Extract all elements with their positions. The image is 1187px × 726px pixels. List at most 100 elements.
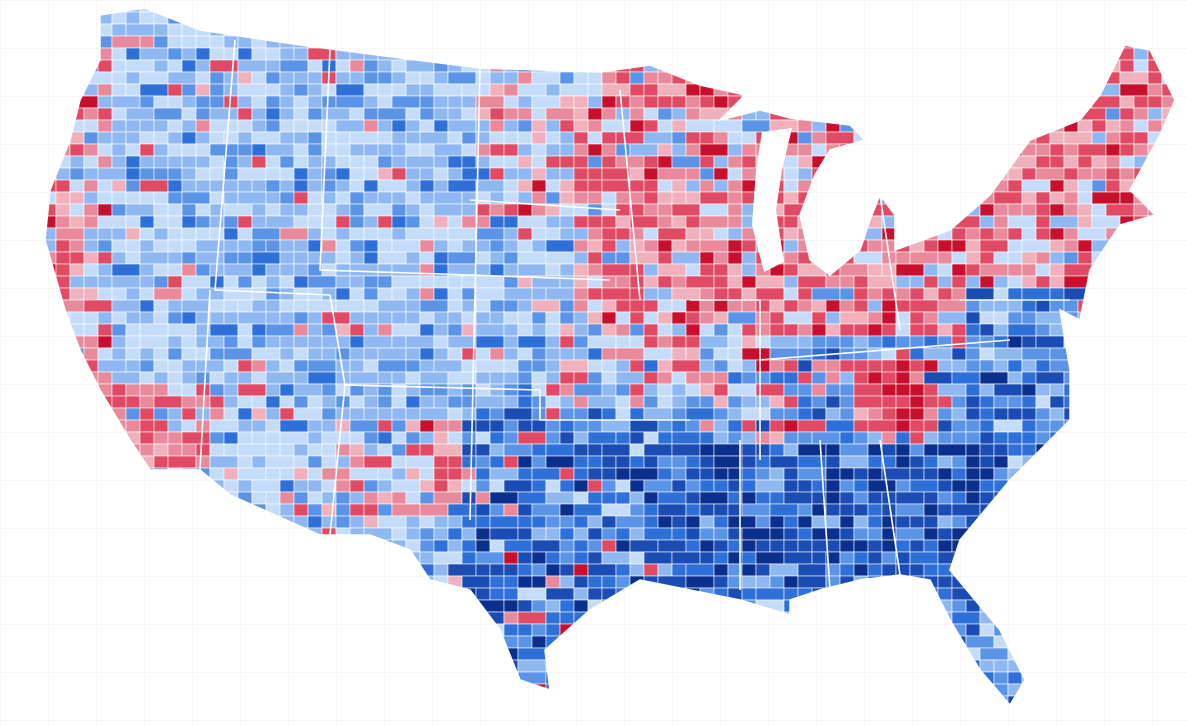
county xyxy=(1021,275,1037,289)
county xyxy=(1049,215,1079,229)
county xyxy=(1133,143,1149,157)
county xyxy=(405,299,421,313)
county xyxy=(237,119,253,133)
county xyxy=(699,299,715,313)
county xyxy=(923,467,939,481)
county xyxy=(811,311,827,325)
county xyxy=(503,215,519,229)
county xyxy=(223,35,239,49)
county xyxy=(699,239,729,253)
county xyxy=(923,539,939,553)
county xyxy=(419,539,435,553)
county xyxy=(811,335,827,349)
county xyxy=(461,275,477,289)
county xyxy=(601,371,617,385)
county xyxy=(55,263,71,277)
county xyxy=(209,431,225,445)
county xyxy=(699,359,715,373)
county xyxy=(965,455,981,469)
county xyxy=(139,83,169,97)
county xyxy=(769,323,785,337)
county xyxy=(489,311,505,325)
county xyxy=(587,131,603,145)
county xyxy=(615,227,631,241)
county xyxy=(195,83,211,97)
county xyxy=(461,107,477,121)
county xyxy=(1007,431,1023,445)
county xyxy=(979,467,995,481)
county xyxy=(167,23,183,37)
county xyxy=(1035,251,1051,265)
county xyxy=(713,251,729,265)
county xyxy=(433,479,449,493)
county xyxy=(629,539,659,553)
county xyxy=(181,95,197,109)
county xyxy=(321,431,351,445)
county xyxy=(223,443,239,457)
county xyxy=(447,155,463,169)
county xyxy=(657,491,687,505)
county xyxy=(419,311,435,325)
county xyxy=(503,311,519,325)
county xyxy=(797,335,813,349)
county xyxy=(587,239,603,253)
county xyxy=(293,215,309,229)
county xyxy=(405,527,421,541)
county xyxy=(111,119,127,133)
county xyxy=(503,419,519,433)
county xyxy=(279,359,295,373)
county xyxy=(867,419,897,433)
county xyxy=(643,443,673,457)
county xyxy=(531,563,547,577)
county xyxy=(825,299,841,313)
county xyxy=(83,119,99,133)
county xyxy=(433,239,449,253)
county xyxy=(601,95,617,109)
county xyxy=(1021,203,1037,217)
county xyxy=(615,215,631,229)
county xyxy=(97,227,113,241)
county xyxy=(741,287,757,301)
county xyxy=(251,335,267,349)
county xyxy=(195,371,211,385)
county xyxy=(783,323,799,337)
county xyxy=(657,335,673,349)
county xyxy=(657,371,673,385)
county xyxy=(601,71,617,85)
county xyxy=(867,371,883,385)
county xyxy=(139,155,155,169)
county xyxy=(685,563,715,577)
county xyxy=(69,143,85,157)
county xyxy=(797,419,827,433)
county xyxy=(741,575,757,589)
county xyxy=(349,143,365,157)
county xyxy=(545,227,561,241)
county xyxy=(181,407,197,421)
county xyxy=(629,503,645,517)
county xyxy=(979,431,995,445)
county xyxy=(503,503,519,517)
county xyxy=(643,275,659,289)
county xyxy=(545,335,561,349)
county xyxy=(797,479,813,493)
county xyxy=(1105,119,1121,133)
county xyxy=(433,515,449,529)
county xyxy=(559,335,575,349)
county xyxy=(531,455,547,469)
county xyxy=(335,167,351,181)
county xyxy=(489,131,505,145)
county xyxy=(377,215,393,229)
county xyxy=(111,299,141,313)
county xyxy=(545,311,561,325)
county xyxy=(293,131,309,145)
county xyxy=(69,275,85,289)
county xyxy=(559,479,575,493)
county xyxy=(1007,215,1037,229)
county xyxy=(713,167,729,181)
county xyxy=(167,335,183,349)
county xyxy=(797,131,813,145)
county xyxy=(265,335,281,349)
county xyxy=(979,347,995,361)
county xyxy=(503,575,519,589)
county xyxy=(139,119,155,133)
